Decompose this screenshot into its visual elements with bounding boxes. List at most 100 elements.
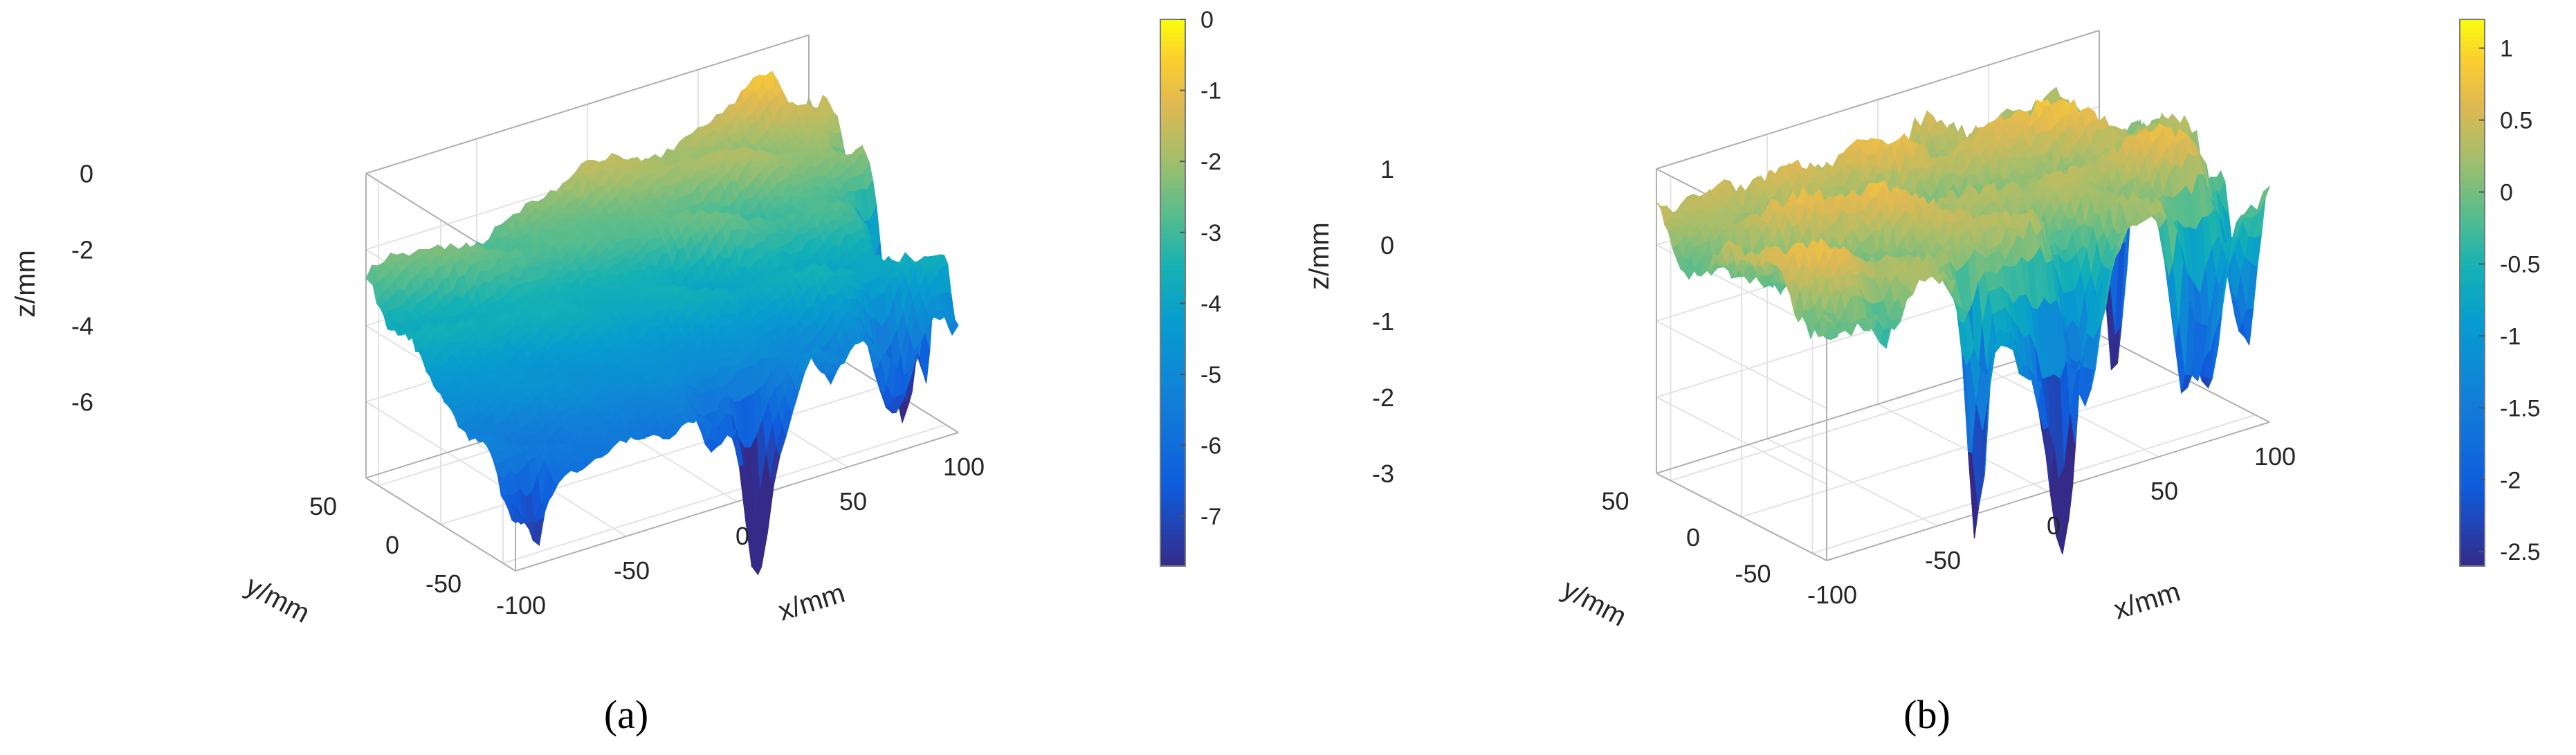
colorbar-band-a bbox=[1160, 338, 1185, 344]
colorbar-band-a bbox=[1160, 402, 1185, 408]
colorbar-band-a bbox=[1160, 489, 1185, 494]
colorbar-band-a bbox=[1160, 457, 1185, 462]
colorbar-band-a bbox=[1160, 415, 1185, 421]
colorbar-band-a bbox=[1160, 461, 1185, 467]
colorbar-band-a bbox=[1160, 179, 1185, 184]
colorbar-band-a bbox=[1160, 219, 1185, 226]
colorbar-band-a bbox=[1160, 447, 1185, 453]
colorbar-band-a bbox=[1160, 37, 1185, 43]
colorbar-band-a bbox=[1160, 361, 1185, 367]
x-tick-label-a: -100 bbox=[496, 591, 546, 619]
colorbar-band-a bbox=[1160, 452, 1185, 457]
z-tick-label-a: -6 bbox=[71, 388, 93, 417]
colorbar-band-a bbox=[1160, 424, 1185, 430]
y-axis-label-a: y/mm bbox=[241, 570, 315, 629]
colorbar-band-a bbox=[1160, 256, 1185, 262]
colorbar-band-a bbox=[1160, 525, 1185, 531]
colorbar-band-a bbox=[1160, 129, 1185, 134]
colorbar-band-a bbox=[1160, 493, 1185, 499]
colorbar-band-a bbox=[1160, 106, 1185, 111]
colorbar-band-a bbox=[1160, 206, 1185, 212]
colorbar-band-a bbox=[1160, 270, 1185, 275]
colorbar-band-a bbox=[1160, 288, 1185, 293]
colorbar-band-a bbox=[1160, 274, 1185, 280]
colorbar-band-a bbox=[1160, 124, 1185, 129]
colorbar-band-a bbox=[1160, 188, 1185, 194]
colorbar-band-a bbox=[1160, 534, 1185, 540]
colorbar-tick-label-a: -3 bbox=[1200, 220, 1221, 246]
colorbar-band-a bbox=[1160, 28, 1185, 34]
colorbar-tick-label-a: -1 bbox=[1200, 78, 1221, 104]
colorbar-band-a bbox=[1160, 498, 1185, 503]
colorbar-band-a bbox=[1160, 470, 1185, 476]
colorbar-band-a bbox=[1160, 306, 1185, 312]
colorbar-band-a bbox=[1160, 529, 1185, 535]
colorbar-band-a bbox=[1160, 347, 1185, 353]
colorbar-band-a bbox=[1160, 260, 1185, 266]
colorbar-band-a bbox=[1160, 388, 1185, 394]
colorbar-band-a bbox=[1160, 552, 1185, 558]
colorbar-band-a bbox=[1160, 406, 1185, 412]
colorbar-band-a bbox=[1160, 438, 1185, 444]
colorbar-band-a bbox=[1160, 547, 1185, 554]
colorbar-band-a bbox=[1160, 69, 1185, 75]
colorbar-band-a bbox=[1160, 434, 1185, 439]
colorbar-band-a bbox=[1160, 119, 1185, 125]
colorbar-band-a bbox=[1160, 251, 1185, 257]
colorbar-band-a bbox=[1160, 83, 1185, 89]
y-tick-label-a: 50 bbox=[309, 492, 337, 520]
z-tick-label-a: -4 bbox=[71, 312, 93, 340]
colorbar-band-a bbox=[1160, 352, 1185, 358]
colorbar-band-a bbox=[1160, 156, 1185, 162]
colorbar-band-a bbox=[1160, 142, 1185, 148]
colorbar-band-a bbox=[1160, 74, 1185, 80]
colorbar-band-a bbox=[1160, 543, 1185, 549]
colorbar-band-a bbox=[1160, 133, 1185, 139]
colorbar-band-a bbox=[1160, 197, 1185, 203]
colorbar-band-a bbox=[1160, 247, 1185, 253]
colorbar-band-a bbox=[1160, 466, 1185, 471]
colorbar-band-a bbox=[1160, 78, 1185, 84]
colorbar-band-a bbox=[1160, 192, 1185, 198]
colorbar-band-a bbox=[1160, 420, 1185, 426]
x-tick-label-a: 0 bbox=[736, 522, 749, 550]
colorbar-band-a bbox=[1160, 96, 1185, 102]
colorbar-band-a bbox=[1160, 110, 1185, 116]
colorbar-band-a bbox=[1160, 170, 1185, 175]
surface-a bbox=[365, 71, 959, 576]
x-tick-label-a: 50 bbox=[839, 487, 867, 516]
colorbar-band-a bbox=[1160, 147, 1185, 152]
colorbar-band-a bbox=[1160, 325, 1185, 330]
z-tick-label-a: 0 bbox=[80, 160, 93, 188]
colorbar-band-a bbox=[1160, 283, 1185, 289]
colorbar-band-a bbox=[1160, 238, 1185, 244]
colorbar-band-a bbox=[1160, 356, 1185, 362]
colorbar-band-a bbox=[1160, 165, 1185, 171]
colorbar-band-a bbox=[1160, 507, 1185, 512]
colorbar-band-a bbox=[1160, 151, 1185, 157]
colorbar-band-a bbox=[1160, 538, 1185, 545]
colorbar-band-a bbox=[1160, 302, 1185, 307]
colorbar-band-a bbox=[1160, 383, 1185, 390]
colorbar-band-a bbox=[1160, 92, 1185, 98]
colorbar-band-a bbox=[1160, 334, 1185, 339]
colorbar-band-a bbox=[1160, 210, 1185, 217]
colorbar-tick-label-a: -6 bbox=[1200, 433, 1221, 460]
colorbar-tick-label-a: 0 bbox=[1200, 7, 1214, 33]
colorbar-band-a bbox=[1160, 183, 1185, 189]
colorbar-band-a bbox=[1160, 19, 1185, 25]
colorbar-band-a bbox=[1160, 429, 1185, 435]
colorbar-band-a bbox=[1160, 51, 1185, 57]
colorbar-band-a bbox=[1160, 46, 1185, 53]
x-tick-label-a: -50 bbox=[614, 556, 650, 585]
colorbar-band-a bbox=[1160, 33, 1185, 39]
colorbar-band-a bbox=[1160, 297, 1185, 303]
colorbar-band-a bbox=[1160, 315, 1185, 321]
colorbar-band-a bbox=[1160, 115, 1185, 120]
colorbar-band-a bbox=[1160, 64, 1185, 71]
y-tick-label-a: -50 bbox=[426, 570, 462, 598]
colorbar-band-a bbox=[1160, 174, 1185, 180]
colorbar-band-a bbox=[1160, 411, 1185, 417]
colorbar-tick-label-a: -5 bbox=[1200, 362, 1221, 388]
z-tick-label-a: -2 bbox=[71, 236, 93, 264]
